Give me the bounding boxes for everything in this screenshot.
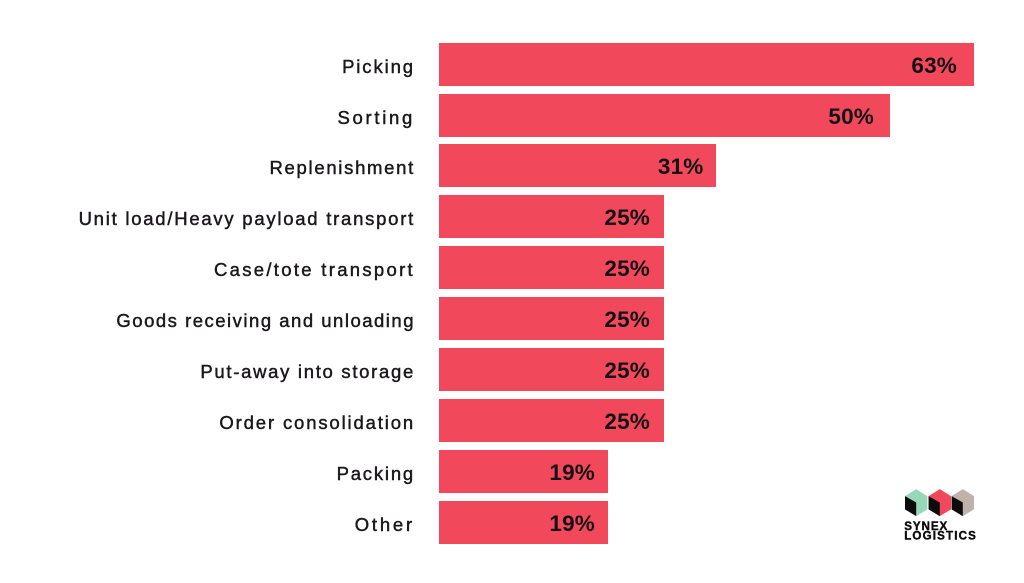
svg-text:SYNEX: SYNEX (904, 520, 948, 533)
svg-text:LOGISTICS: LOGISTICS (904, 530, 977, 543)
